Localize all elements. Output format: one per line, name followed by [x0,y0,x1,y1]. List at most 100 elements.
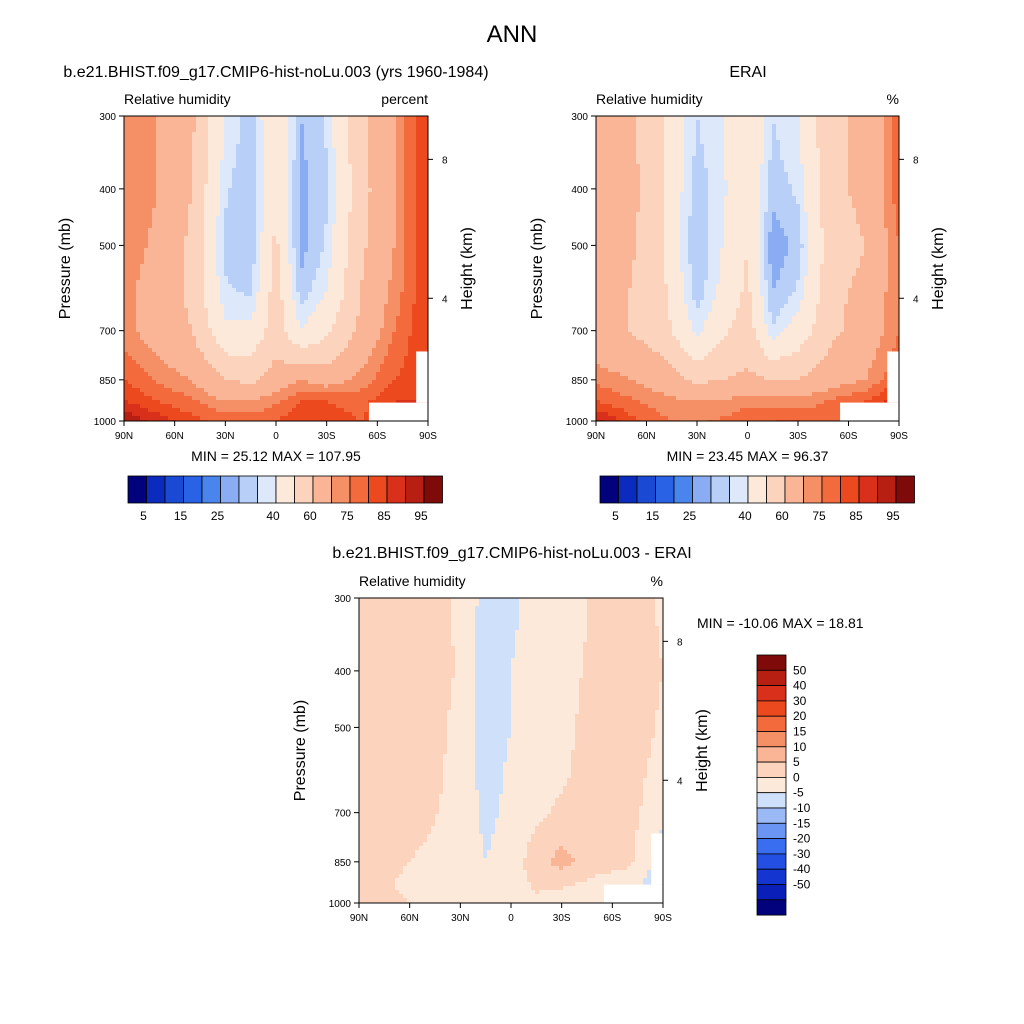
contour-cell [324,180,329,185]
contour-cell [420,148,425,153]
contour-cell [156,232,161,237]
contour-cell [352,368,357,373]
contour-cell [416,244,421,249]
contour-cell [372,280,377,285]
contour-cell [228,184,233,189]
contour-cell [420,136,425,141]
contour-cell [336,152,341,157]
contour-cell [308,216,313,221]
contour-cell [240,300,245,305]
contour-cell [296,328,301,333]
contour-cell [220,352,225,357]
contour-cell [152,144,157,149]
contour-cell [400,316,405,321]
contour-cell [308,304,313,309]
contour-cell [372,212,377,217]
contour-cell [404,316,409,321]
contour-cell [300,356,305,361]
contour-cell [360,308,365,313]
contour-cell [260,160,265,165]
contour-cell [228,176,233,181]
contour-cell [192,200,197,205]
contour-cell [140,336,145,341]
contour-cell [172,252,177,257]
contour-cell [132,316,137,321]
contour-cell [292,264,297,269]
contour-cell [212,376,217,381]
contour-cell [368,208,373,213]
contour-cell [332,312,337,317]
figure-title: ANN [487,21,538,48]
contour-cell [340,256,345,261]
contour-cell [340,296,345,301]
contour-cell [408,204,413,209]
contour-cell [360,352,365,357]
contour-cell [216,256,221,261]
contour-cell [172,208,177,213]
contour-cell [420,268,425,273]
contour-cell [196,236,201,241]
contour-cell [200,360,205,365]
contour-cell [180,288,185,293]
contour-cell [248,120,253,125]
contour-cell [348,192,353,197]
contour-cell [348,160,353,165]
contour-cell [344,304,349,309]
contour-cell [296,212,301,217]
contour-cell [380,320,385,325]
contour-cell [296,216,301,221]
contour-cell [124,284,129,289]
contour-cell [240,376,245,381]
contour-cell [344,356,349,361]
contour-cell [180,320,185,325]
contour-cell [224,232,229,237]
contour-cell [396,360,401,365]
contour-cell [148,172,153,177]
contour-cell [248,156,253,161]
contour-cell [368,372,373,377]
contour-cell [400,212,405,217]
contour-cell [148,292,153,297]
contour-cell [252,172,257,177]
contour-cell [200,372,205,377]
contour-cell [344,168,349,173]
contour-cell [280,136,285,141]
contour-cell [344,144,349,149]
contour-cell [212,344,217,349]
contour-cell [212,312,217,317]
contour-cell [188,332,193,337]
contour-cell [176,264,181,269]
contour-cell [192,224,197,229]
contour-cell [412,212,417,217]
contour-cell [264,248,269,253]
contour-cell [176,200,181,205]
contour-cell [192,136,197,141]
contour-cell [416,292,421,297]
contour-cell [232,204,237,209]
contour-cell [420,128,425,133]
contour-cell [408,180,413,185]
contour-cell [288,120,293,125]
contour-cell [388,368,393,373]
contour-cell [256,208,261,213]
contour-cell [336,224,341,229]
contour-cell [296,304,301,309]
contour-cell [328,304,333,309]
contour-cell [404,216,409,221]
contour-cell [248,124,253,129]
contour-cell [128,136,133,141]
contour-cell [300,276,305,281]
contour-cell [216,336,221,341]
contour-cell [360,340,365,345]
contour-cell [224,160,229,165]
contour-cell [256,288,261,293]
contour-cell [180,168,185,173]
contour-cell [328,148,333,153]
contour-cell [404,248,409,253]
contour-cell [124,292,129,297]
contour-cell [136,140,141,145]
contour-cell [140,220,145,225]
contour-cell [164,204,169,209]
contour-cell [156,352,161,357]
contour-cell [144,244,149,249]
